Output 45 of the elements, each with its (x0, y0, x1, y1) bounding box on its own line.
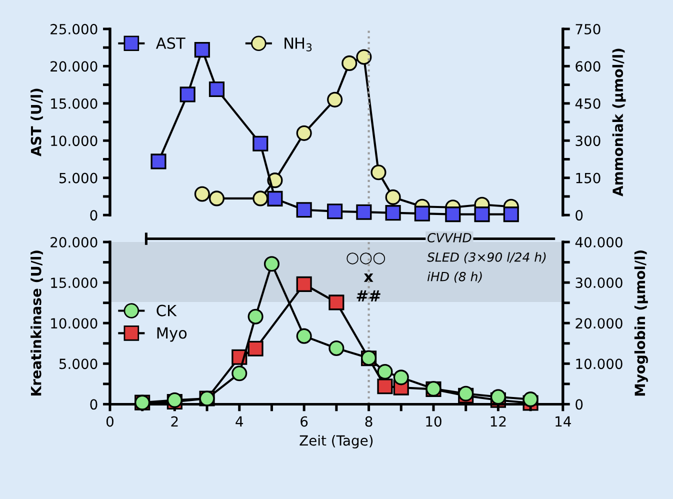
annotation: ○○○ (346, 252, 386, 264)
legend-label: CK (156, 304, 177, 316)
annotation: ## (356, 290, 380, 302)
annotation: x (364, 274, 374, 282)
y-tick-label: 20.000 (50, 236, 98, 248)
annotation: SLED (3×90 l/24 h) (427, 252, 546, 264)
y-tick-label: 10.000 (51, 318, 98, 329)
y-axis-title: Kreatinkinase (U/l) (30, 250, 43, 396)
y2-tick-label: 450 (575, 98, 600, 109)
x-tick-label: 0 (106, 416, 114, 427)
x-tick-label: 6 (300, 416, 308, 427)
legend-label: NH$_{3}$ (284, 38, 312, 52)
y2-axis-title: Ammoniak (µmol/l) (612, 48, 626, 196)
x-tick-label: 10 (426, 416, 442, 427)
y-tick-label: 15.000 (51, 278, 98, 288)
legend-label: Myo (157, 327, 187, 342)
x-tick-label: 14 (556, 416, 571, 427)
x-tick-label: 2 (171, 416, 178, 427)
x-tick-label: 12 (490, 416, 506, 427)
x-tick-label: 4 (236, 416, 244, 427)
y2-tick-label: 40.000 (575, 236, 622, 248)
x-axis-title: Zeit (Tage) (300, 434, 373, 448)
y2-tick-label: 20.000 (576, 318, 622, 329)
y2-tick-label: 0 (576, 399, 583, 410)
y2-tick-label: 750 (576, 24, 600, 34)
y-tick-label: 0 (90, 399, 98, 410)
y-tick-label: 15.000 (51, 98, 98, 109)
y2-tick-label: 150 (576, 172, 600, 184)
y2-tick-label: 30.000 (576, 278, 622, 288)
x-tick-label: 8 (365, 416, 372, 427)
y-tick-label: 0 (90, 210, 98, 221)
y2-tick-label: 300 (576, 136, 600, 146)
y-tick-label: 5.000 (59, 358, 98, 370)
annotation: CVVHD (428, 232, 472, 242)
y-tick-label: 10.000 (51, 136, 98, 146)
legend-label: AST (156, 37, 186, 49)
y2-axis-title: Myoglobin (µmol/l) (634, 250, 648, 396)
y-tick-label: 20.000 (50, 61, 98, 72)
y2-tick-label: 10.000 (576, 358, 622, 370)
y-axis-title: AST (U/l) (30, 88, 43, 156)
y2-tick-label: 0 (576, 210, 583, 221)
y2-tick-label: 600 (576, 61, 600, 72)
annotation: iHD (8 h) (427, 272, 482, 283)
y-tick-label: 25.000 (50, 24, 98, 34)
y-tick-label: 5.000 (59, 172, 98, 184)
